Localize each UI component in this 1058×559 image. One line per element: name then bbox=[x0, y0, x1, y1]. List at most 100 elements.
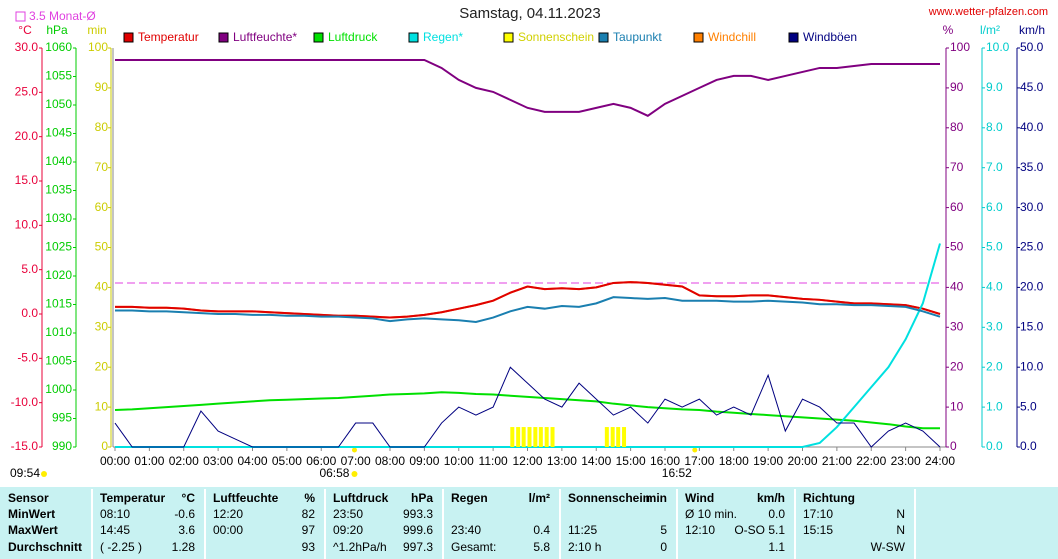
y-tick-label: 1015 bbox=[45, 297, 72, 311]
y-tick-label: 15.0 bbox=[1020, 319, 1044, 333]
y-tick-label: 0 bbox=[101, 439, 108, 453]
y-tick-label: 25.0 bbox=[1020, 240, 1044, 254]
table-header: % bbox=[304, 491, 315, 505]
table-cell: 5 bbox=[660, 523, 667, 537]
x-tick-label: 19:00 bbox=[753, 454, 783, 468]
x-tick-label: 17:00 bbox=[684, 454, 714, 468]
legend-swatch bbox=[313, 32, 324, 43]
sunset-label: 16:52 bbox=[662, 466, 692, 480]
chart-title: Samstag, 04.11.2023 bbox=[459, 5, 601, 22]
axis-unit: km/h bbox=[1019, 23, 1045, 37]
sunshine-bar bbox=[533, 427, 538, 447]
sunshine-bar bbox=[521, 427, 526, 447]
x-tick-label: 07:00 bbox=[341, 454, 371, 468]
x-tick-label: 06:00 bbox=[306, 454, 336, 468]
y-tick-label: 50 bbox=[950, 240, 964, 254]
legend-swatch bbox=[788, 32, 799, 43]
table-cell: W-SW bbox=[871, 540, 906, 554]
y-tick-label: 1.0 bbox=[986, 399, 1003, 413]
table-cell: Durchschnitt bbox=[8, 540, 82, 554]
table-header: km/h bbox=[757, 491, 785, 505]
table-header: Luftdruck bbox=[333, 491, 389, 505]
y-tick-label: 9.0 bbox=[986, 80, 1003, 94]
table-cell: Gesamt: bbox=[451, 540, 496, 554]
sunshine-bar bbox=[550, 427, 555, 447]
sunrise-marker bbox=[351, 447, 357, 453]
legend-label: Windchill bbox=[708, 30, 756, 44]
y-tick-label: 90 bbox=[950, 80, 964, 94]
y-tick-label: 1055 bbox=[45, 69, 72, 83]
y-tick-label: 990 bbox=[52, 439, 72, 453]
y-tick-label: 10.0 bbox=[986, 40, 1010, 54]
y-tick-label: 2.0 bbox=[986, 359, 1003, 373]
table-cell: MinWert bbox=[8, 507, 55, 521]
y-tick-label: 4.0 bbox=[986, 280, 1003, 294]
legend-label: Regen* bbox=[423, 30, 463, 44]
table-cell: 997.3 bbox=[403, 540, 433, 554]
y-tick-label: 70 bbox=[950, 160, 964, 174]
x-tick-label: 22:00 bbox=[856, 454, 886, 468]
sunshine-bar bbox=[616, 427, 621, 447]
table-header: l/m² bbox=[529, 491, 550, 505]
y-tick-label: 30 bbox=[95, 319, 109, 333]
legend-label: Luftdruck bbox=[328, 30, 378, 44]
table-header: °C bbox=[182, 491, 196, 505]
x-tick-label: 23:00 bbox=[891, 454, 921, 468]
x-tick-label: 21:00 bbox=[822, 454, 852, 468]
x-tick-label: 11:00 bbox=[479, 454, 508, 468]
sunshine-bar bbox=[516, 427, 521, 447]
legend-swatch bbox=[503, 32, 514, 43]
legend-label: Sonnenschein bbox=[518, 30, 594, 44]
y-tick-label: 1040 bbox=[45, 154, 72, 168]
x-tick-label: 00:00 bbox=[100, 454, 130, 468]
table-header: Sonnenschein bbox=[568, 491, 650, 505]
table-cell: -0.6 bbox=[174, 507, 195, 521]
series-line bbox=[114, 391, 940, 430]
table-header: Regen bbox=[451, 491, 488, 505]
sunrise-label: 06:58 bbox=[319, 466, 349, 480]
x-tick-label: 01:00 bbox=[134, 454, 164, 468]
table-cell: 97 bbox=[302, 523, 316, 537]
avg-icon bbox=[15, 11, 26, 22]
y-tick-label: 10 bbox=[950, 399, 964, 413]
x-tick-label: 08:00 bbox=[375, 454, 405, 468]
table-cell: 00:00 bbox=[213, 523, 243, 537]
table-cell: 5.8 bbox=[533, 540, 550, 554]
table-cell: 0 bbox=[660, 540, 667, 554]
sunset-marker bbox=[692, 447, 698, 453]
y-tick-label: 40 bbox=[95, 280, 109, 294]
x-tick-label: 13:00 bbox=[547, 454, 577, 468]
table-cell: 82 bbox=[302, 507, 316, 521]
sunshine-bar bbox=[544, 427, 549, 447]
y-tick-label: 0 bbox=[950, 439, 957, 453]
table-cell: N bbox=[896, 507, 905, 521]
legend-swatch bbox=[408, 32, 419, 43]
table-cell: 93 bbox=[302, 540, 316, 554]
series-line bbox=[115, 296, 941, 323]
y-tick-label: 80 bbox=[95, 120, 109, 134]
x-tick-label: 16:00 bbox=[650, 454, 680, 468]
y-tick-label: 10.0 bbox=[15, 218, 39, 232]
y-tick-label: 20.0 bbox=[15, 129, 39, 143]
y-tick-label: 70 bbox=[95, 160, 109, 174]
y-tick-label: 60 bbox=[95, 200, 109, 214]
axis-unit: hPa bbox=[46, 23, 68, 37]
legend-label: Windböen bbox=[803, 30, 857, 44]
series-line bbox=[115, 243, 941, 448]
monthly-avg-label: 3.5 Monat-Ø bbox=[29, 9, 96, 23]
series-line bbox=[114, 366, 941, 448]
axis-unit: min bbox=[87, 23, 106, 37]
legend-label: Taupunkt bbox=[613, 30, 662, 44]
y-tick-label: 1010 bbox=[45, 325, 72, 339]
sun-icon bbox=[41, 471, 47, 477]
sunshine-bar bbox=[538, 427, 543, 447]
y-tick-label: 1000 bbox=[45, 382, 72, 396]
x-tick-label: 04:00 bbox=[237, 454, 267, 468]
x-tick-label: 03:00 bbox=[203, 454, 233, 468]
y-tick-label: 0.0 bbox=[21, 306, 38, 320]
table-header: Luftfeuchte bbox=[213, 491, 279, 505]
sunshine-bar bbox=[622, 427, 627, 447]
table-cell: 11:25 bbox=[568, 523, 597, 537]
x-tick-label: 15:00 bbox=[616, 454, 646, 468]
y-tick-label: 1020 bbox=[45, 268, 72, 282]
